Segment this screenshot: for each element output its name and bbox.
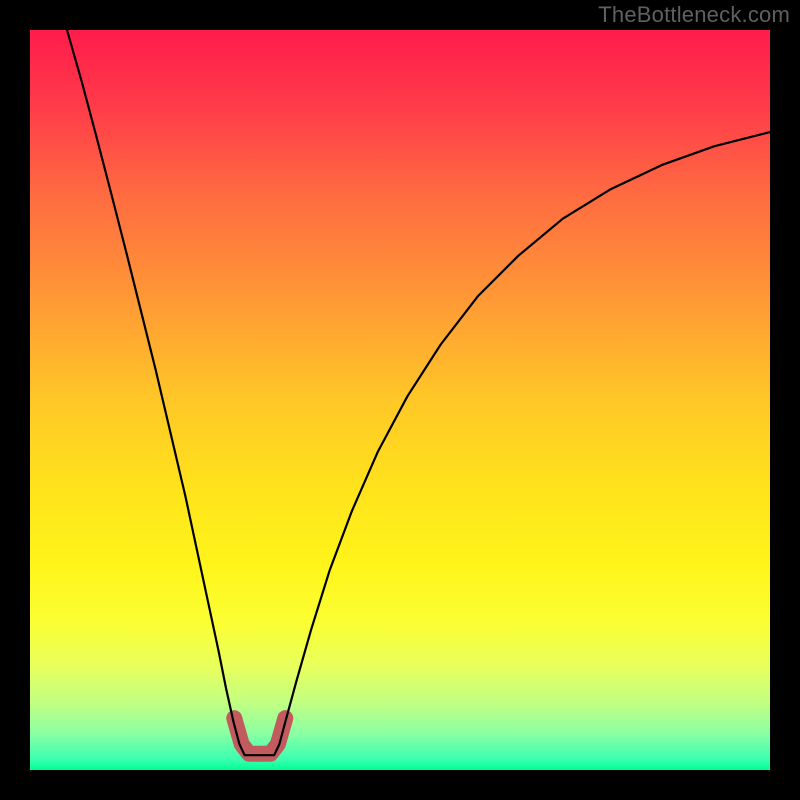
bottleneck-curve (67, 30, 770, 755)
plot-area (30, 30, 770, 770)
watermark-text: TheBottleneck.com (598, 2, 790, 28)
plot-frame (0, 0, 800, 800)
curve-layer (30, 30, 770, 770)
